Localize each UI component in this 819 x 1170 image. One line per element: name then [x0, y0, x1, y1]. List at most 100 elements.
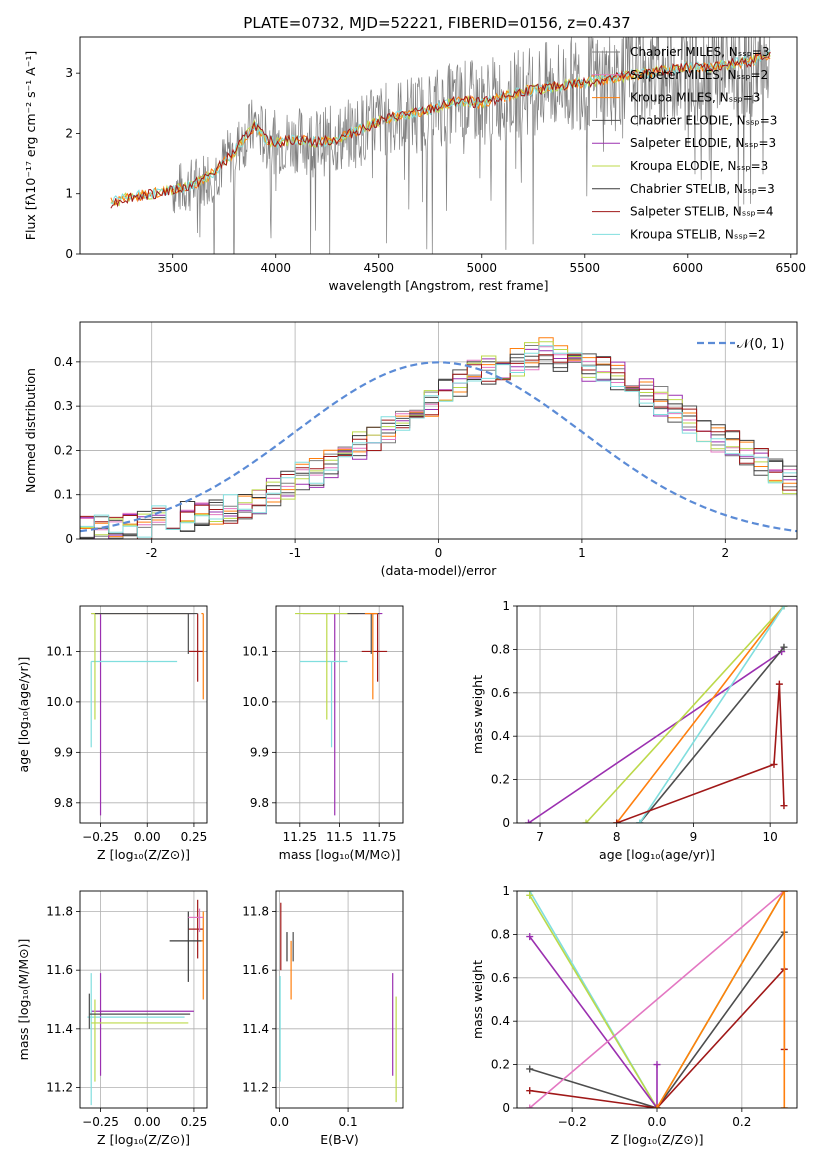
weight-marker-salpeter_elodie — [526, 933, 534, 941]
x-tick-label: 0.2 — [732, 1115, 751, 1129]
axes-frame — [79, 605, 208, 824]
legend-entry-kroupa_elodie: Kroupa ELODIE, Nₛₛₚ=3 — [630, 159, 768, 173]
axes-frame — [516, 605, 798, 824]
weight-line-salpeter_elodie — [528, 650, 783, 823]
figure-title: PLATE=0732, MJD=52221, FIBERID=0156, z=0… — [243, 14, 630, 32]
legend-entry-chabrier_stelib: Chabrier STELIB, Nₛₛₚ=3 — [630, 182, 775, 196]
x-tick-label: 10 — [763, 830, 778, 844]
normal-curve — [80, 361, 797, 533]
y-tick-label: 0.1 — [54, 488, 73, 502]
weight-marker-salpeter_stelib — [770, 760, 778, 768]
y-axis-label: mass weight — [470, 675, 485, 754]
y-tick-label: 11.8 — [46, 905, 73, 919]
x-axis-label: Z [log₁₀(Z/Z⊙)] — [97, 1132, 190, 1147]
legend-entry-normal: 𝒩(0, 1) — [737, 337, 784, 352]
y-axis-label: age [log₁₀(age/yr)] — [16, 657, 31, 773]
y-axis-label: Flux [fλ10⁻¹⁷ erg cm⁻² s⁻¹ A⁻¹] — [23, 51, 38, 240]
y-tick-label: 0.8 — [491, 927, 510, 941]
z_age-plot-area — [90, 612, 204, 816]
weight-line-kroupa_stelib — [639, 606, 785, 823]
axes-frame — [79, 890, 208, 1109]
z_weight-panel: −0.2 0.0 0.2 0 0.2 0.4 0.6 0.8 1 Z [log₁₀(Z/Z⊙)] m… — [470, 884, 798, 1147]
weight-marker-salpeter_stelib — [613, 819, 621, 823]
weight-marker-salpeter_elodie — [653, 1061, 661, 1069]
y-tick-label: 10.1 — [46, 644, 73, 658]
x-tick-label: 11.75 — [362, 830, 396, 844]
y-tick-label: 11.2 — [46, 1080, 73, 1094]
x-tick-label: 5500 — [570, 261, 601, 275]
model-line-salpeter_stelib — [110, 51, 771, 209]
y-tick-label: 11.6 — [242, 963, 269, 977]
weight-line-kroupa_elodie — [585, 606, 785, 823]
y-tick-label: 11.8 — [242, 905, 269, 919]
age_weight-panel: 7 8 9 10 0 0.2 0.4 0.6 0.8 1 age [log₁₀(age/yr)] ma… — [470, 599, 798, 862]
x-tick-label: 0.0 — [270, 1115, 289, 1129]
histogram-salpeter_elodie — [80, 348, 797, 539]
y-tick-label: 9.9 — [54, 745, 73, 759]
y-axis-label: Normed distribution — [23, 368, 38, 493]
weight-marker-kroupa_stelib — [780, 606, 788, 610]
axes-frame — [275, 890, 404, 1109]
x-tick-label: 0.00 — [134, 830, 161, 844]
weight-marker-chabrier_elodie — [780, 643, 788, 651]
spectrum-plot-area — [110, 37, 771, 254]
y-tick-label: 0.4 — [491, 1014, 510, 1028]
observed-spectrum-line — [172, 37, 771, 254]
spectrum-panel: 3500 4000 4500 5000 5500 6000 6500 0 1 2 3 waveleng… — [23, 36, 806, 293]
z_mass-plot-area — [87, 899, 204, 1106]
x-axis-label: age [log₁₀(age/yr)] — [599, 847, 715, 862]
x-tick-label: 2 — [721, 546, 729, 560]
axes-frame — [79, 321, 798, 540]
x-axis-label: wavelength [Angstrom, rest frame] — [328, 278, 548, 293]
x-tick-label: −0.25 — [82, 1115, 119, 1129]
histogram-kroupa_stelib — [80, 345, 797, 538]
y-tick-label: 1 — [502, 599, 510, 613]
legend-entry-salpeter_miles: Salpeter MILES, Nₛₛₚ=2 — [630, 68, 768, 82]
x-axis-label: (data-model)/error — [381, 563, 498, 578]
z_mass-panel: −0.25 0.00 0.25 11.2 11.4 11.6 11.8 Z [log₁₀(Z/… — [16, 890, 208, 1147]
x-tick-label: −0.2 — [558, 1115, 587, 1129]
legend-entry-salpeter_stelib: Salpeter STELIB, Nₛₛₚ=4 — [630, 205, 774, 219]
weight-line-chabrier_elodie — [529, 931, 785, 1108]
y-tick-label: 0 — [502, 1101, 510, 1115]
weight-marker-salpeter_stelib — [780, 802, 788, 810]
x-axis-label: Z [log₁₀(Z/Z⊙)] — [97, 847, 190, 862]
x-tick-label: 0.0 — [647, 1115, 666, 1129]
x-tick-label: 5000 — [466, 261, 497, 275]
legend-entry-kroupa_miles: Kroupa MILES, Nₛₛₚ=3 — [630, 91, 760, 105]
mass_age-plot-area — [295, 612, 388, 816]
x-tick-label: 0.1 — [339, 1115, 358, 1129]
y-tick-label: 1 — [65, 187, 73, 201]
y-tick-label: 11.4 — [46, 1022, 73, 1036]
legend-entry-chabrier_elodie: Chabrier ELODIE, Nₛₛₚ=3 — [630, 113, 777, 127]
weight-marker-salpeter_stelib — [526, 1087, 534, 1095]
x-tick-label: 6000 — [673, 261, 704, 275]
weight-line-salpeter_stelib — [616, 684, 785, 823]
y-tick-label: 0.4 — [54, 355, 73, 369]
x-tick-label: 0.25 — [181, 830, 208, 844]
y-tick-label: 11.2 — [242, 1080, 269, 1094]
y-tick-label: 0.6 — [491, 971, 510, 985]
x-tick-label: −0.25 — [82, 830, 119, 844]
axes-frame — [275, 605, 404, 824]
legend-entry-salpeter_elodie: Salpeter ELODIE, Nₛₛₚ=3 — [630, 136, 776, 150]
ebv_mass-panel: 0.0 0.1 11.2 11.4 11.6 11.8 E(B-V) — [242, 890, 404, 1147]
weight-marker-kroupa_miles — [653, 1104, 661, 1108]
weight-marker-kroupa_miles — [780, 1104, 788, 1108]
y-tick-label: 11.6 — [46, 963, 73, 977]
weight-marker-kroupa_elodie — [526, 891, 534, 899]
weight-marker-salpeter_miles — [526, 1104, 534, 1108]
x-tick-label: 4500 — [363, 261, 394, 275]
legend-entry-chabrier_miles: Chabrier MILES, Nₛₛₚ=3 — [630, 45, 770, 59]
y-tick-label: 10.0 — [46, 695, 73, 709]
y-tick-label: 11.4 — [242, 1022, 269, 1036]
histogram-chabrier_miles — [80, 345, 797, 539]
weight-line-salpeter_miles — [529, 891, 785, 1108]
residuals-plot-area — [80, 337, 797, 539]
x-tick-label: 0.00 — [134, 1115, 161, 1129]
x-tick-label: -1 — [289, 546, 301, 560]
ebv_mass-plot-area — [279, 902, 397, 1103]
y-tick-label: 0.6 — [491, 686, 510, 700]
x-axis-label: E(B-V) — [320, 1132, 359, 1147]
